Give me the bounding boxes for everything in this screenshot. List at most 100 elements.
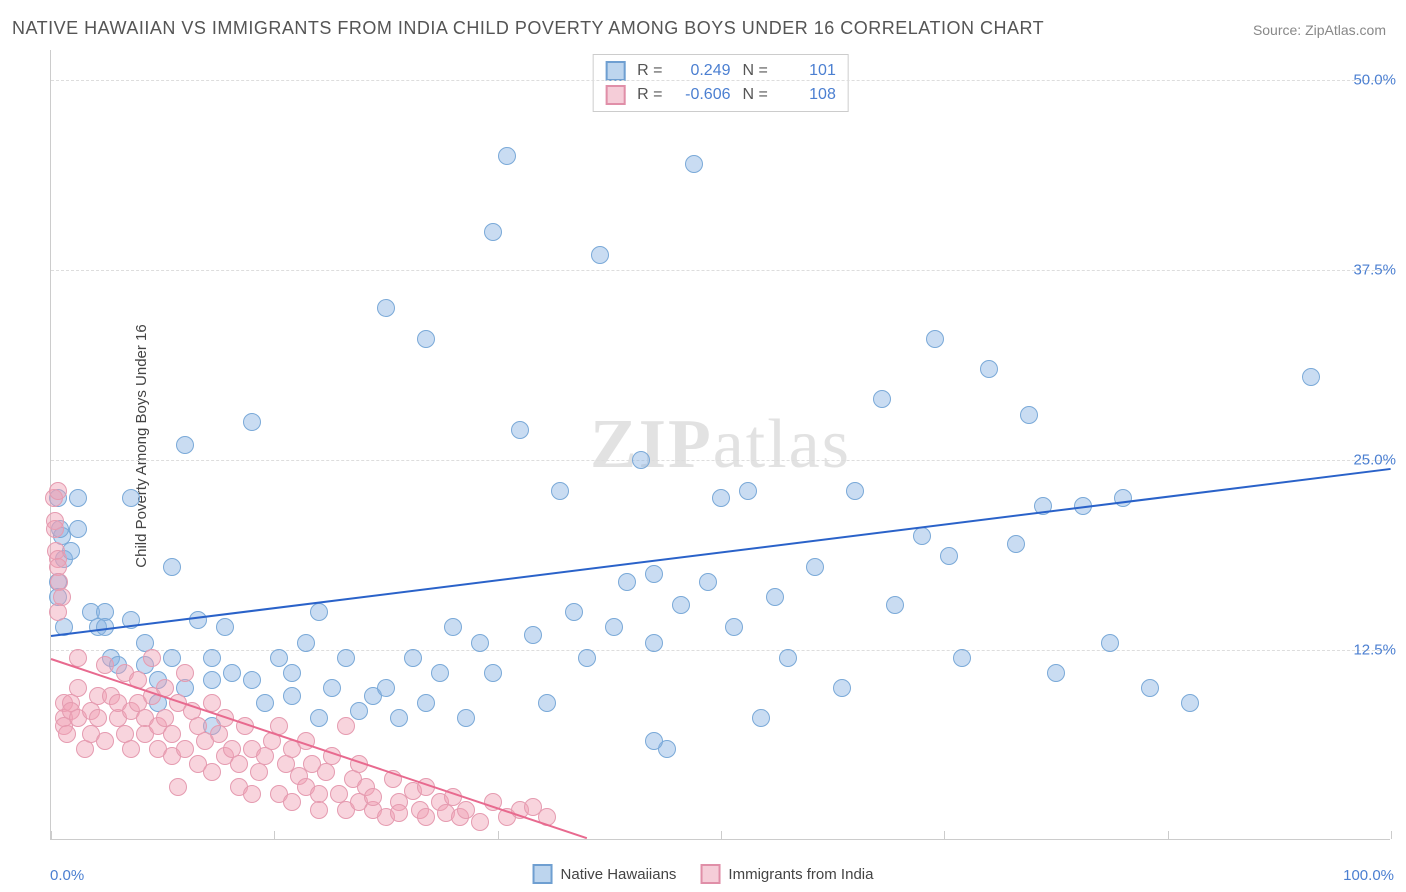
data-point <box>591 246 609 264</box>
x-tick <box>721 831 722 839</box>
data-point <box>230 755 248 773</box>
data-point <box>169 778 187 796</box>
data-point <box>310 709 328 727</box>
data-point <box>122 740 140 758</box>
data-point <box>873 390 891 408</box>
source-attribution: Source: ZipAtlas.com <box>1253 22 1386 38</box>
data-point <box>176 664 194 682</box>
data-point <box>712 489 730 507</box>
data-point <box>833 679 851 697</box>
data-point <box>323 679 341 697</box>
data-point <box>1114 489 1132 507</box>
data-point <box>725 618 743 636</box>
swatch-series2 <box>700 864 720 884</box>
correlation-chart: NATIVE HAWAIIAN VS IMMIGRANTS FROM INDIA… <box>0 0 1406 892</box>
data-point <box>49 603 67 621</box>
data-point <box>739 482 757 500</box>
data-point <box>337 717 355 735</box>
data-point <box>203 763 221 781</box>
data-point <box>69 489 87 507</box>
stats-row-series2: R = -0.606 N = 108 <box>605 83 836 107</box>
data-point <box>632 451 650 469</box>
data-point <box>163 649 181 667</box>
data-point <box>926 330 944 348</box>
data-point <box>578 649 596 667</box>
data-point <box>69 520 87 538</box>
data-point <box>672 596 690 614</box>
swatch-series1 <box>533 864 553 884</box>
data-point <box>203 671 221 689</box>
data-point <box>163 725 181 743</box>
data-point <box>203 649 221 667</box>
grid-line <box>51 650 1390 651</box>
data-point <box>390 709 408 727</box>
watermark: ZIPatlas <box>590 405 851 485</box>
data-point <box>1007 535 1025 553</box>
grid-line <box>51 80 1390 81</box>
data-point <box>645 732 663 750</box>
data-point <box>484 664 502 682</box>
data-point <box>699 573 717 591</box>
data-point <box>417 330 435 348</box>
data-point <box>538 694 556 712</box>
data-point <box>752 709 770 727</box>
data-point <box>143 649 161 667</box>
data-point <box>940 547 958 565</box>
x-tick <box>944 831 945 839</box>
data-point <box>565 603 583 621</box>
data-point <box>605 618 623 636</box>
data-point <box>49 482 67 500</box>
data-point <box>377 299 395 317</box>
data-point <box>618 573 636 591</box>
data-point <box>283 664 301 682</box>
data-point <box>511 421 529 439</box>
data-point <box>350 702 368 720</box>
data-point <box>645 565 663 583</box>
data-point <box>1020 406 1038 424</box>
grid-line <box>51 270 1390 271</box>
data-point <box>846 482 864 500</box>
data-point <box>1047 664 1065 682</box>
swatch-series2 <box>605 85 625 105</box>
data-point <box>256 694 274 712</box>
data-point <box>122 489 140 507</box>
data-point <box>270 649 288 667</box>
data-point <box>498 147 516 165</box>
series-legend: Native Hawaiians Immigrants from India <box>533 864 874 884</box>
data-point <box>779 649 797 667</box>
swatch-series1 <box>605 61 625 81</box>
data-point <box>471 634 489 652</box>
data-point <box>310 801 328 819</box>
x-tick <box>274 831 275 839</box>
y-tick-label: 12.5% <box>1353 642 1396 659</box>
data-point <box>1141 679 1159 697</box>
data-point <box>283 793 301 811</box>
data-point <box>189 611 207 629</box>
data-point <box>980 360 998 378</box>
chart-title: NATIVE HAWAIIAN VS IMMIGRANTS FROM INDIA… <box>12 18 1044 39</box>
data-point <box>1101 634 1119 652</box>
data-point <box>645 634 663 652</box>
x-max-label: 100.0% <box>1343 867 1394 884</box>
data-point <box>58 725 76 743</box>
x-tick <box>1391 831 1392 839</box>
data-point <box>176 436 194 454</box>
data-point <box>283 687 301 705</box>
data-point <box>457 709 475 727</box>
y-tick-label: 50.0% <box>1353 72 1396 89</box>
data-point <box>524 626 542 644</box>
data-point <box>806 558 824 576</box>
data-point <box>89 709 107 727</box>
data-point <box>404 649 422 667</box>
data-point <box>417 808 435 826</box>
data-point <box>46 520 64 538</box>
data-point <box>1181 694 1199 712</box>
plot-area: ZIPatlas R = 0.249 N = 101 R = -0.606 N … <box>50 50 1390 840</box>
x-tick <box>498 831 499 839</box>
legend-item-series2: Immigrants from India <box>700 864 873 884</box>
data-point <box>417 694 435 712</box>
data-point <box>551 482 569 500</box>
data-point <box>96 656 114 674</box>
data-point <box>223 664 241 682</box>
data-point <box>364 788 382 806</box>
